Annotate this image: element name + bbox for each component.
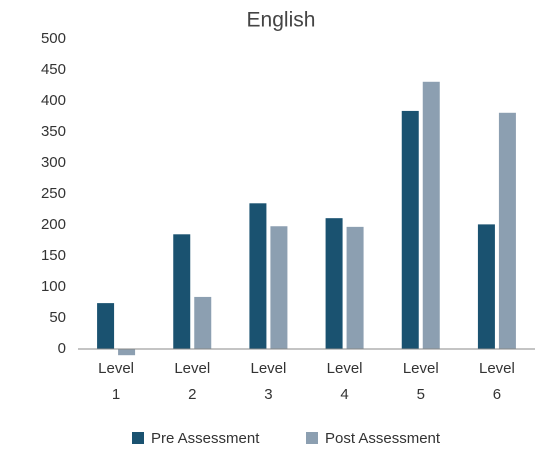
x-tick-label: Level 3 [250, 360, 286, 403]
x-tick-label: Level 6 [479, 360, 515, 403]
bar [249, 203, 267, 349]
bar [270, 226, 288, 349]
x-tick-label: Level 1 [98, 360, 134, 403]
legend-swatch [306, 432, 318, 444]
bar [401, 110, 419, 349]
legend-label: Post Assessment [325, 430, 441, 447]
y-tick-label: 150 [41, 247, 66, 264]
x-tick-label: Level 2 [174, 360, 210, 403]
legend-swatch [132, 432, 144, 444]
y-tick-label: 100 [41, 278, 66, 295]
bar [422, 81, 440, 349]
y-tick-label: 350 [41, 123, 66, 140]
chart-title: English [247, 9, 316, 32]
y-tick-label: 300 [41, 154, 66, 171]
y-tick-label: 250 [41, 185, 66, 202]
bar [173, 234, 191, 349]
x-tick-label: Level 4 [327, 360, 363, 403]
bar [477, 224, 495, 349]
y-tick-label: 450 [41, 61, 66, 78]
y-tick-label: 0 [58, 340, 66, 357]
bar [325, 218, 343, 349]
bar [346, 226, 364, 349]
bar [118, 349, 136, 356]
y-tick-label: 500 [41, 30, 66, 47]
bar [498, 112, 516, 349]
y-tick-label: 50 [49, 309, 66, 326]
x-tick-label: Level 5 [403, 360, 439, 403]
y-tick-label: 400 [41, 92, 66, 109]
legend-label: Pre Assessment [151, 430, 260, 447]
y-tick-label: 200 [41, 216, 66, 233]
bar [194, 296, 212, 349]
bar [97, 303, 115, 349]
